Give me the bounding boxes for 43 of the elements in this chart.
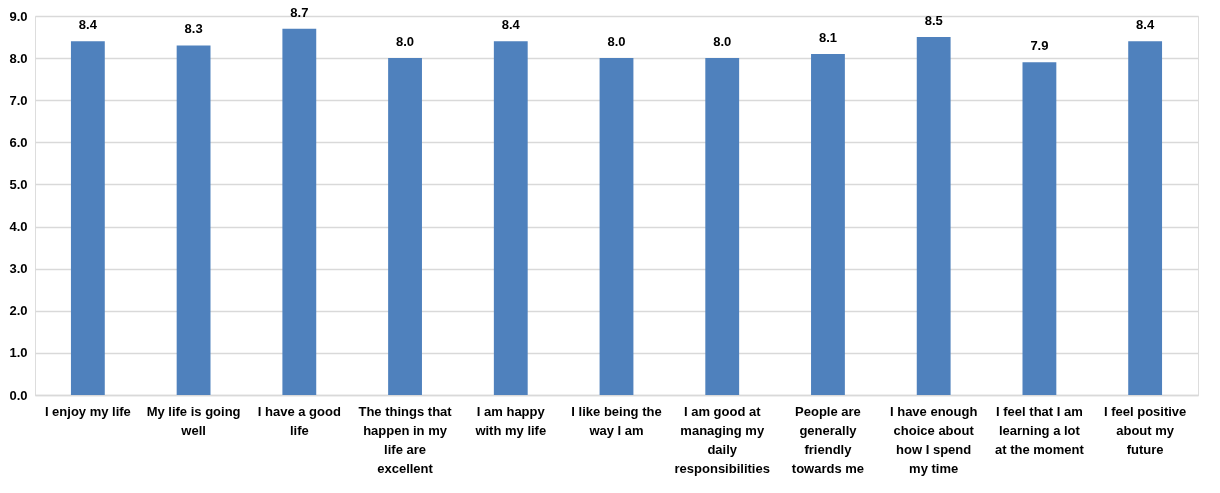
x-tick-label: I enjoy my life [44, 403, 131, 419]
x-tick-label: I like being the way I am [571, 403, 662, 438]
x-tick-label: I have a good life [257, 403, 341, 438]
x-tick-label: I am good at managing my daily responsibilities [674, 403, 770, 476]
y-tick-label: 6.0 [9, 134, 28, 150]
data-label: 8.5 [924, 13, 943, 29]
x-tick-label: People are generally friendly towards me [791, 403, 865, 476]
bar [916, 37, 951, 395]
y-tick-label: 5.0 [9, 176, 28, 192]
bar [493, 41, 528, 395]
data-label: 8.0 [396, 34, 415, 50]
y-tick-label: 1.0 [9, 345, 28, 361]
bar [176, 45, 211, 395]
data-label: 8.7 [290, 4, 309, 20]
data-label: 8.4 [501, 17, 521, 33]
x-tick-label: I am happy with my life [474, 403, 547, 438]
y-tick-label: 3.0 [9, 261, 28, 277]
bar [599, 58, 634, 395]
x-tick-label: I feel positive about my future [1103, 403, 1187, 457]
x-tick-label: The things that happen in my life are excellent [358, 403, 453, 476]
data-label: 7.9 [1030, 38, 1049, 54]
data-label: 8.4 [78, 17, 98, 33]
y-tick-label: 7.0 [9, 92, 28, 108]
y-tick-label: 0.0 [9, 387, 28, 403]
data-label: 8.4 [1136, 17, 1155, 33]
bar [388, 58, 422, 395]
data-label: 8.1 [818, 29, 837, 45]
bar [705, 58, 740, 395]
bar [811, 53, 845, 395]
x-tick-label: I feel that I am learning a lot at the moment [994, 403, 1085, 457]
bar [1128, 41, 1163, 395]
y-tick-label: 4.0 [9, 219, 28, 235]
y-tick-label: 8.0 [9, 50, 28, 66]
data-label: 8.3 [184, 21, 203, 37]
data-label: 8.0 [607, 34, 626, 50]
y-tick-label: 2.0 [9, 303, 28, 319]
bar [282, 28, 317, 395]
bar [1022, 62, 1057, 395]
y-tick-label: 9.0 [9, 8, 28, 24]
bar [70, 41, 105, 395]
x-tick-label: My life is going well [146, 403, 241, 438]
data-label: 8.0 [713, 34, 732, 50]
x-tick-label: I have enough choice about how I spend my time [889, 403, 978, 476]
